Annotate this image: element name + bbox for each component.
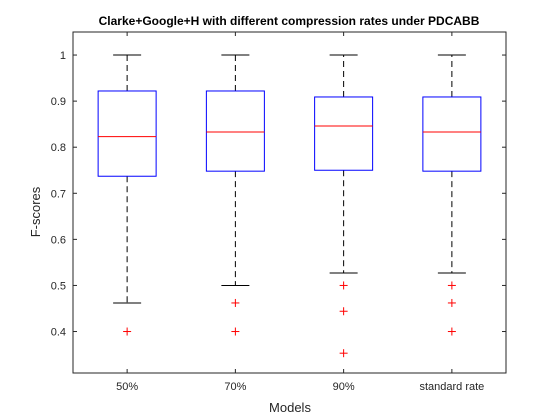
y-tick-label: 0.9 [51,96,66,108]
outlier-marker [339,281,348,290]
y-tick-label: 0.7 [51,188,66,200]
outlier-marker [231,327,240,336]
box-iqr [97,90,157,177]
y-tick-label: 1 [60,50,66,62]
box-1 [97,54,157,336]
y-tick-label: 0.4 [51,327,66,339]
box-iqr [314,96,374,171]
x-tick-label: 50% [116,381,138,393]
box-4 [422,54,482,336]
outlier-marker [339,349,348,358]
outlier-marker [447,298,456,307]
x-tick-label: standard rate [419,381,484,393]
outlier-marker [231,298,240,307]
plot-frame [72,31,507,374]
outlier-marker [123,327,132,336]
outlier-marker [447,327,456,336]
box-iqr [205,90,265,172]
chart-title: Clarke+Google+H with different compressi… [99,14,480,28]
box-iqr [422,96,482,172]
x-tick-label: 90% [333,381,355,393]
x-axis-label: Models [269,400,311,415]
outlier-marker [339,307,348,316]
x-tick-label: 70% [224,381,246,393]
plot-area: 0.4 0.5 0.6 0.7 0.8 0.9 1 50% 70% 90% standard rat… [51,31,507,393]
y-axis-label: F-scores [28,186,43,237]
y-tick-label: 0.6 [51,234,66,246]
y-tick-label: 0.8 [51,142,66,154]
outlier-marker [447,281,456,290]
box-2 [205,54,265,336]
box-3 [314,54,374,358]
y-tick-label: 0.5 [51,280,66,292]
